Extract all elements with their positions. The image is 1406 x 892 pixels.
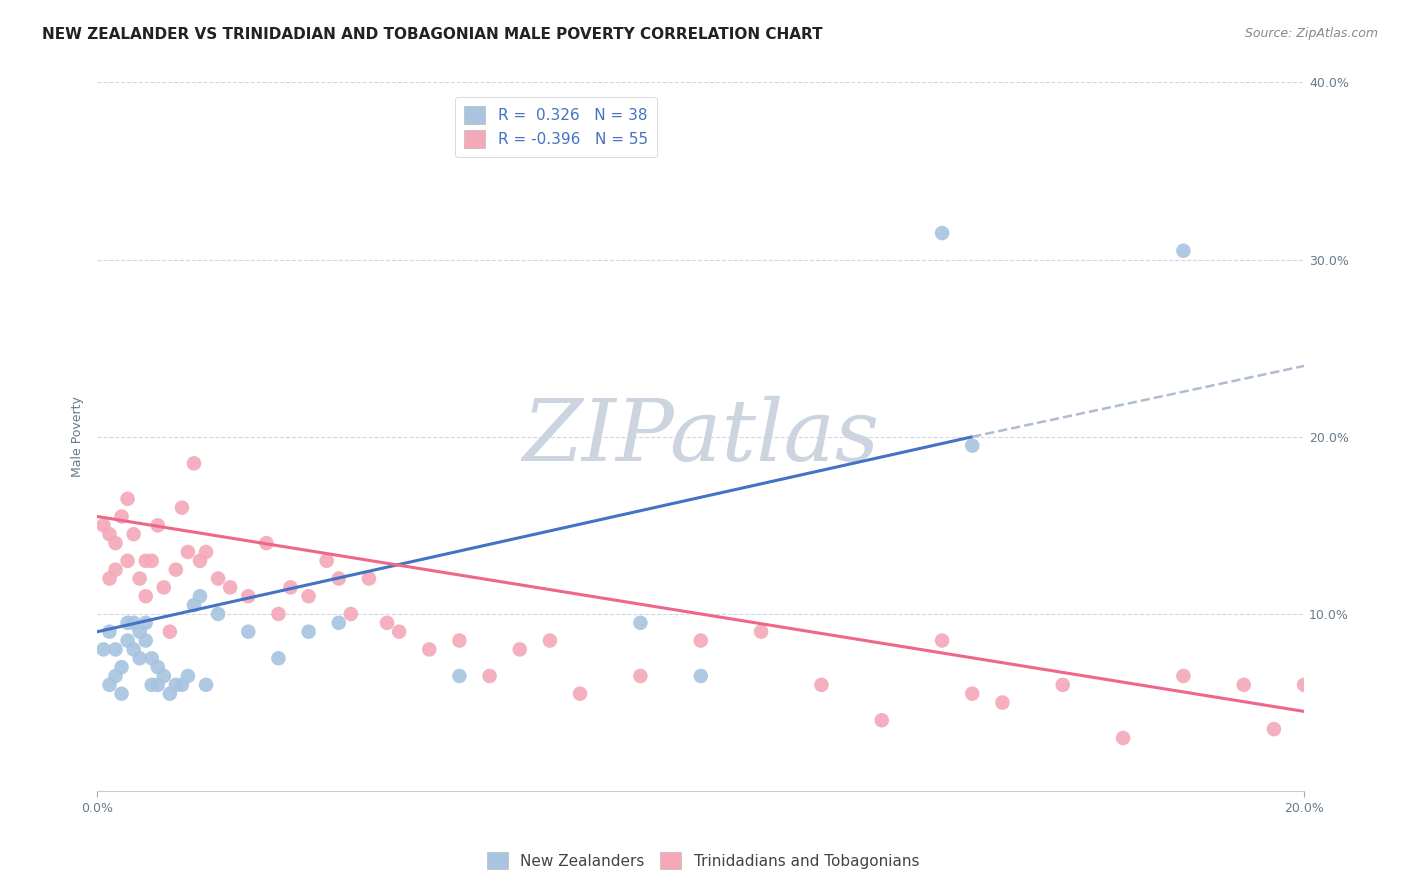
Point [991, 696, 1014, 710]
Point [388, 624, 411, 639]
Point [418, 642, 440, 657]
Point [141, 678, 163, 692]
Point [628, 669, 651, 683]
Point [170, 678, 193, 692]
Point [110, 687, 132, 701]
Point [98, 624, 121, 639]
Point [340, 607, 363, 621]
Point [267, 651, 290, 665]
Point [254, 536, 277, 550]
Text: NEW ZEALANDER VS TRINIDADIAN AND TOBAGONIAN MALE POVERTY CORRELATION CHART: NEW ZEALANDER VS TRINIDADIAN AND TOBAGON… [42, 27, 823, 42]
Point [538, 633, 561, 648]
Point [280, 581, 302, 595]
Point [267, 607, 290, 621]
Point [153, 669, 176, 683]
Point [117, 615, 139, 630]
Point [328, 572, 350, 586]
Legend: New Zealanders, Trinidadians and Tobagonians: New Zealanders, Trinidadians and Tobagon… [481, 846, 925, 875]
Point [183, 456, 205, 470]
Point [297, 624, 319, 639]
Point [146, 678, 169, 692]
Point [449, 669, 471, 683]
Point [122, 642, 145, 657]
Text: ZIPatlas: ZIPatlas [522, 395, 879, 478]
Point [1294, 678, 1316, 692]
Text: Source: ZipAtlas.com: Source: ZipAtlas.com [1244, 27, 1378, 40]
Point [135, 589, 157, 603]
Point [1173, 244, 1195, 258]
Point [98, 572, 121, 586]
Legend: R =  0.326   N = 38, R = -0.396   N = 55: R = 0.326 N = 38, R = -0.396 N = 55 [456, 97, 657, 157]
Point [195, 545, 218, 559]
Point [207, 607, 229, 621]
Point [93, 518, 115, 533]
Point [177, 669, 200, 683]
Point [159, 687, 181, 701]
Point [188, 554, 211, 568]
Point [165, 678, 187, 692]
Point [128, 624, 150, 639]
Point [569, 687, 592, 701]
Point [689, 633, 711, 648]
Point [170, 500, 193, 515]
Point [195, 678, 218, 692]
Point [1112, 731, 1135, 745]
Point [135, 633, 157, 648]
Point [93, 642, 115, 657]
Point [207, 572, 229, 586]
Point [146, 660, 169, 674]
Point [104, 563, 127, 577]
Point [177, 545, 200, 559]
Point [689, 669, 711, 683]
Point [135, 554, 157, 568]
Point [1052, 678, 1074, 692]
Point [117, 554, 139, 568]
Point [238, 589, 260, 603]
Point [128, 572, 150, 586]
Point [159, 624, 181, 639]
Point [104, 642, 127, 657]
Point [141, 651, 163, 665]
Point [117, 633, 139, 648]
Point [749, 624, 772, 639]
Point [449, 633, 471, 648]
Point [962, 439, 984, 453]
Point [931, 226, 953, 240]
Point [188, 589, 211, 603]
Point [110, 660, 132, 674]
Point [110, 509, 132, 524]
Point [183, 598, 205, 612]
Point [628, 615, 651, 630]
Point [931, 633, 953, 648]
Point [135, 615, 157, 630]
Point [128, 651, 150, 665]
Point [297, 589, 319, 603]
Point [98, 678, 121, 692]
Point [962, 687, 984, 701]
Point [509, 642, 531, 657]
Point [328, 615, 350, 630]
Point [1233, 678, 1256, 692]
Point [165, 563, 187, 577]
Point [870, 713, 893, 727]
Point [104, 536, 127, 550]
Point [117, 491, 139, 506]
Point [146, 518, 169, 533]
Point [122, 527, 145, 541]
Point [375, 615, 398, 630]
Y-axis label: Male Poverty: Male Poverty [72, 396, 84, 477]
Point [153, 581, 176, 595]
Point [810, 678, 832, 692]
Point [98, 527, 121, 541]
Point [104, 669, 127, 683]
Point [219, 581, 242, 595]
Point [315, 554, 337, 568]
Point [478, 669, 501, 683]
Point [122, 615, 145, 630]
Point [1173, 669, 1195, 683]
Point [1263, 722, 1285, 736]
Point [141, 554, 163, 568]
Point [357, 572, 380, 586]
Point [238, 624, 260, 639]
